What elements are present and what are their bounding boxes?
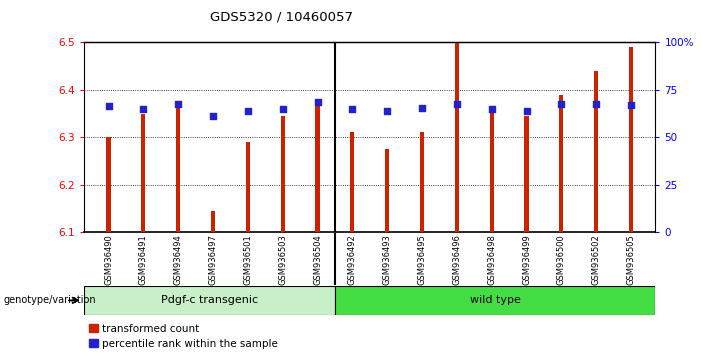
- Bar: [594, 71, 599, 232]
- Point: [312, 99, 323, 104]
- Point: [381, 108, 393, 114]
- Text: GSM936490: GSM936490: [104, 234, 113, 285]
- Text: wild type: wild type: [470, 295, 521, 306]
- Point: [347, 106, 358, 112]
- Point: [207, 113, 219, 119]
- Point: [416, 105, 428, 111]
- Text: GSM936502: GSM936502: [592, 234, 601, 285]
- Bar: [246, 142, 250, 232]
- Point: [591, 101, 602, 107]
- Bar: [350, 132, 355, 232]
- Bar: [524, 116, 529, 232]
- Text: GSM936491: GSM936491: [139, 234, 148, 285]
- FancyBboxPatch shape: [335, 286, 655, 315]
- Point: [451, 101, 463, 107]
- Point: [556, 101, 567, 107]
- Bar: [280, 116, 285, 232]
- Bar: [455, 42, 459, 232]
- Bar: [176, 107, 180, 232]
- Text: GSM936499: GSM936499: [522, 234, 531, 285]
- Point: [103, 104, 114, 109]
- Bar: [107, 137, 111, 232]
- Text: GSM936492: GSM936492: [348, 234, 357, 285]
- Point: [137, 106, 149, 112]
- Point: [277, 106, 288, 112]
- Text: GSM936498: GSM936498: [487, 234, 496, 285]
- Legend: transformed count, percentile rank within the sample: transformed count, percentile rank withi…: [89, 324, 278, 349]
- Bar: [629, 47, 633, 232]
- Point: [625, 102, 637, 108]
- Text: genotype/variation: genotype/variation: [4, 295, 96, 306]
- FancyBboxPatch shape: [84, 286, 335, 315]
- Point: [243, 108, 254, 114]
- Bar: [141, 114, 145, 232]
- Text: GSM936493: GSM936493: [383, 234, 392, 285]
- Text: GSM936495: GSM936495: [418, 234, 426, 285]
- Text: GSM936497: GSM936497: [208, 234, 217, 285]
- Point: [486, 106, 497, 112]
- Bar: [315, 99, 320, 232]
- Text: GSM936504: GSM936504: [313, 234, 322, 285]
- Point: [172, 101, 184, 107]
- Bar: [559, 95, 564, 232]
- Bar: [420, 132, 424, 232]
- Bar: [489, 111, 494, 232]
- Text: GSM936494: GSM936494: [174, 234, 183, 285]
- Bar: [385, 149, 389, 232]
- Bar: [211, 211, 215, 232]
- Text: GSM936500: GSM936500: [557, 234, 566, 285]
- Point: [521, 108, 532, 114]
- Text: GDS5320 / 10460057: GDS5320 / 10460057: [210, 11, 353, 24]
- Text: GSM936505: GSM936505: [627, 234, 636, 285]
- Text: GSM936501: GSM936501: [243, 234, 252, 285]
- Text: GSM936496: GSM936496: [452, 234, 461, 285]
- Text: GSM936503: GSM936503: [278, 234, 287, 285]
- Text: Pdgf-c transgenic: Pdgf-c transgenic: [161, 295, 258, 306]
